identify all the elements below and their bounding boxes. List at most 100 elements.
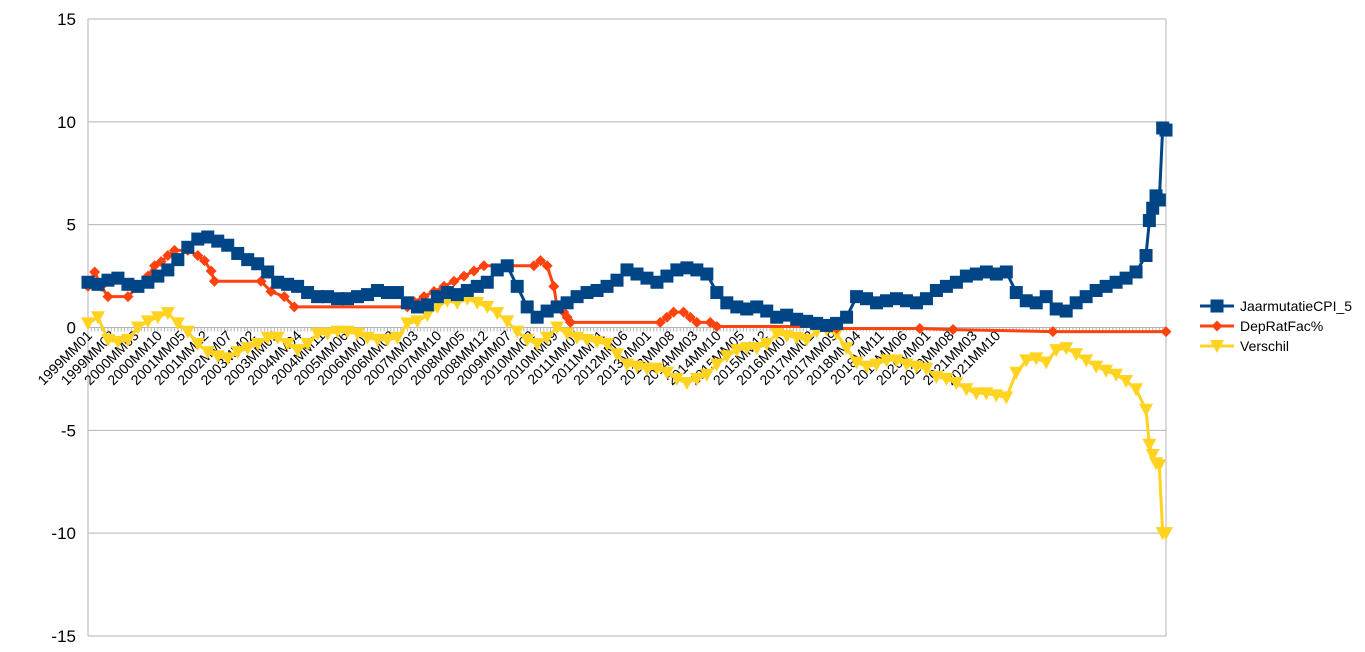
series-jaarmutatiecpi-5-point — [590, 283, 604, 297]
series-verschil-point — [470, 296, 485, 310]
series-verschil-point — [410, 315, 425, 329]
series-depratfac-point — [265, 286, 277, 298]
series-jaarmutatiecpi-5-point — [460, 283, 474, 297]
series-depratfac-point — [89, 266, 101, 278]
series-verschil-point — [979, 387, 994, 401]
series-depratfac-point — [205, 265, 217, 277]
series-verschil-point — [789, 331, 804, 345]
series-verschil-point — [500, 315, 515, 329]
series-jaarmutatiecpi-5-point — [211, 234, 225, 248]
series-jaarmutatiecpi-5-point — [890, 292, 903, 306]
series-depratfac-point — [564, 316, 576, 328]
series-jaarmutatiecpi-5-point — [989, 267, 1003, 281]
series-verschil-point — [879, 354, 894, 368]
series-jaarmutatiecpi-5-point — [810, 316, 824, 330]
series-verschil-point — [540, 331, 555, 345]
series-jaarmutatiecpi-5-point — [1039, 290, 1053, 304]
series-jaarmutatiecpi-5-point — [999, 265, 1013, 279]
series-jaarmutatiecpi-5-point — [91, 277, 105, 291]
series-depratfac-point — [691, 316, 703, 328]
series-depratfac-point — [255, 275, 267, 287]
series-jaarmutatiecpi-5-point — [1059, 304, 1073, 318]
series-verschil-point — [769, 327, 784, 341]
series-jaarmutatiecpi-5-point — [840, 310, 854, 324]
legend-jaarmutatiecpi-5: JaarmutatieCPI_5 — [1200, 298, 1352, 314]
y-tick-label: 15 — [57, 10, 76, 29]
series-verschil-point — [90, 311, 105, 325]
series-jaarmutatiecpi-5-point — [730, 300, 744, 314]
series-jaarmutatiecpi-5-point — [580, 286, 594, 300]
series-verschil-point — [779, 329, 794, 343]
series-verschil-point — [230, 346, 245, 360]
y-tick-label: 10 — [57, 113, 76, 132]
series-verschil-point — [859, 360, 874, 374]
series-depratfac-point — [208, 275, 220, 287]
series-verschil-point — [390, 331, 405, 345]
series-jaarmutatiecpi-5-point — [171, 253, 185, 267]
series-jaarmutatiecpi-5-point — [221, 238, 235, 252]
series-depratfac-point — [1047, 326, 1059, 338]
legend-swatch-point — [1210, 299, 1224, 313]
series-verschil-point — [520, 333, 535, 347]
series-jaarmutatiecpi-5-point — [1129, 265, 1143, 279]
series-jaarmutatiecpi-5-point — [1029, 296, 1043, 310]
legend-swatch-point — [1211, 320, 1223, 332]
series-jaarmutatiecpi-5-point — [760, 304, 774, 318]
series-depratfac-point — [192, 250, 204, 262]
series-jaarmutatiecpi-5-point — [510, 279, 524, 293]
series-verschil-point — [949, 377, 964, 391]
series-jaarmutatiecpi-5-point — [410, 300, 424, 314]
series-verschil-point — [100, 333, 115, 347]
series-jaarmutatiecpi-5-point — [1159, 123, 1173, 137]
series-verschil-point — [210, 350, 225, 364]
series-verschil-point — [370, 333, 385, 347]
series-depratfac-point — [678, 306, 690, 318]
series-jaarmutatiecpi-5-point — [570, 290, 584, 304]
series-depratfac-point — [947, 324, 959, 336]
series-verschil-point — [1145, 449, 1160, 463]
series-depratfac-point — [468, 265, 480, 277]
series-jaarmutatiecpi-5-point — [1019, 294, 1033, 308]
series-verschil-point — [260, 331, 275, 345]
series-jaarmutatiecpi-5-point — [750, 300, 764, 314]
series-jaarmutatiecpi-5-point — [550, 300, 564, 314]
y-tick-label: -10 — [51, 524, 76, 543]
series-verschil-point — [749, 342, 764, 356]
series-jaarmutatiecpi-5-point — [1142, 214, 1156, 228]
series-verschil-point — [220, 352, 235, 366]
series-jaarmutatiecpi-5-point — [1119, 271, 1133, 285]
series-verschil — [81, 292, 1173, 541]
series-jaarmutatiecpi-5-point — [161, 263, 175, 277]
series-jaarmutatiecpi-5-point — [979, 265, 993, 279]
series-verschil-point — [130, 321, 145, 335]
series-depratfac-point — [102, 291, 114, 303]
series-jaarmutatiecpi-5-point — [1099, 279, 1113, 293]
series-verschil-point — [969, 387, 984, 401]
series-jaarmutatiecpi-5-point — [740, 302, 754, 316]
series-jaarmutatiecpi-5-point — [440, 286, 454, 300]
series-jaarmutatiecpi-5-point — [560, 296, 574, 310]
series-jaarmutatiecpi-5-point — [860, 292, 874, 306]
series-verschil-point — [739, 342, 754, 356]
series-jaarmutatiecpi-5-line — [87, 126, 1167, 327]
series-jaarmutatiecpi-5-point — [820, 318, 834, 332]
legend-swatch-point — [1210, 340, 1224, 353]
series-verschil-point — [1019, 354, 1034, 368]
series-jaarmutatiecpi-5-point — [231, 246, 245, 260]
series-jaarmutatiecpi-5-point — [191, 232, 205, 246]
series-jaarmutatiecpi-5-point — [470, 279, 484, 293]
series-depratfac-point — [162, 250, 174, 262]
series-verschil-point — [869, 358, 884, 372]
series-verschil-point — [689, 372, 704, 386]
series-jaarmutatiecpi-5-point — [660, 269, 674, 283]
series-jaarmutatiecpi-5-point — [490, 263, 504, 277]
series-verschil-point — [989, 389, 1004, 403]
y-tick-label: 0 — [67, 319, 76, 338]
series-verschil-point — [340, 325, 355, 339]
series-depratfac-point — [654, 316, 666, 328]
series-jaarmutatiecpi-5-point — [151, 269, 165, 283]
series-verschil-point — [1069, 348, 1084, 362]
series-verschil-point — [350, 327, 365, 341]
series-verschil-point — [649, 362, 664, 376]
series-verschil-point — [1142, 438, 1157, 452]
